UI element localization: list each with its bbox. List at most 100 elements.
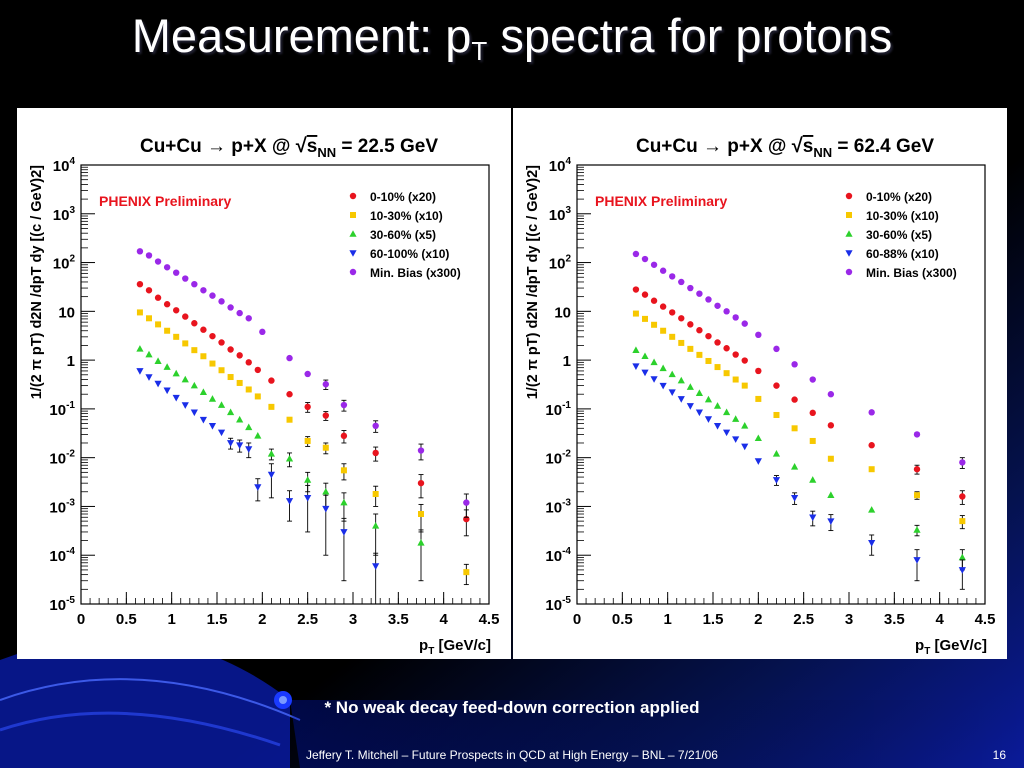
legend-entry: Min. Bias (x300) xyxy=(866,266,957,280)
data-point xyxy=(659,267,667,274)
data-point xyxy=(678,339,685,346)
data-point xyxy=(650,358,658,366)
y-tick-label: 102 xyxy=(549,254,572,273)
legend-entry: Min. Bias (x300) xyxy=(370,266,461,280)
data-point xyxy=(181,375,189,383)
data-point xyxy=(218,298,225,305)
spectra-chart-62gev: Cu+Cu → p+X @ √sNN = 62.4 GeV PHENIX Prel… xyxy=(525,135,995,657)
data-point xyxy=(914,492,920,499)
data-point xyxy=(650,376,658,383)
legend-entry: 10-30% (x10) xyxy=(866,209,939,223)
data-point xyxy=(754,434,762,442)
data-point xyxy=(632,286,640,293)
data-point xyxy=(172,394,180,402)
data-point xyxy=(191,320,198,327)
y-tick-label: 104 xyxy=(549,156,572,175)
data-point xyxy=(236,379,243,386)
data-point xyxy=(632,250,640,258)
data-point xyxy=(741,357,748,364)
data-point xyxy=(827,491,835,499)
data-point xyxy=(182,275,189,282)
data-point xyxy=(755,367,762,375)
data-point xyxy=(227,374,234,381)
data-point xyxy=(182,313,189,320)
legend-entry: 10-30% (x10) xyxy=(370,209,443,223)
data-point xyxy=(322,381,329,388)
data-point xyxy=(154,294,162,301)
data-point xyxy=(163,363,171,370)
y-tick-label: 1 xyxy=(563,353,571,370)
data-point xyxy=(772,477,781,484)
data-point xyxy=(723,345,730,352)
y-tick-label: 103 xyxy=(53,205,76,224)
data-point xyxy=(959,459,966,466)
y-tick-label: 10-4 xyxy=(49,546,75,565)
y-tick-label: 104 xyxy=(53,156,76,175)
legend-entry: 60-100% (x10) xyxy=(370,247,449,261)
data-point xyxy=(245,446,253,453)
data-point xyxy=(714,339,721,346)
data-point xyxy=(827,422,835,429)
legend-marker xyxy=(846,212,852,218)
data-point xyxy=(641,291,649,298)
data-point xyxy=(145,350,153,358)
y-axis-label: 1/(2 π pT) d2N /dpT dy [(c / GeV)2] xyxy=(29,165,45,399)
data-point xyxy=(741,382,748,389)
series-0 xyxy=(136,280,470,537)
data-point xyxy=(145,374,153,381)
data-point xyxy=(791,495,799,502)
data-point xyxy=(218,339,225,346)
data-point xyxy=(959,518,966,525)
data-point xyxy=(791,361,798,368)
data-point xyxy=(136,345,144,352)
y-tick-label: 10-5 xyxy=(49,595,75,614)
data-point xyxy=(286,354,293,362)
y-tick-label: 103 xyxy=(549,205,572,224)
data-point xyxy=(705,357,712,364)
data-point xyxy=(913,466,921,473)
data-point xyxy=(304,370,311,378)
data-point xyxy=(868,506,876,513)
x-tick-label: 1.5 xyxy=(703,611,724,628)
data-point xyxy=(245,386,252,393)
x-tick-label: 4 xyxy=(935,611,944,628)
data-point xyxy=(791,462,799,470)
legend-marker xyxy=(349,192,357,200)
y-tick-label: 10-2 xyxy=(49,449,75,468)
page-number: 16 xyxy=(992,748,1006,762)
data-point xyxy=(723,370,730,377)
x-tick-label: 1 xyxy=(167,611,175,628)
data-point xyxy=(696,351,703,358)
y-tick-label: 10-1 xyxy=(545,400,571,419)
data-point xyxy=(145,287,153,294)
preliminary-label: PHENIX Preliminary xyxy=(595,193,727,209)
data-point xyxy=(705,332,712,340)
chart-title: Cu+Cu → p+X @ √sNN = 62.4 GeV xyxy=(636,135,934,160)
legend-marker xyxy=(349,230,357,237)
data-point xyxy=(714,302,721,309)
data-point xyxy=(773,411,780,418)
data-point xyxy=(659,382,667,390)
data-point xyxy=(190,381,198,389)
legend-entry: 60-88% (x10) xyxy=(866,247,939,261)
data-point xyxy=(669,333,676,340)
data-point xyxy=(958,553,966,561)
data-point xyxy=(217,401,226,408)
data-point xyxy=(772,450,781,457)
data-point xyxy=(632,310,639,317)
data-point xyxy=(200,353,207,360)
data-point xyxy=(678,315,685,322)
legend-entry: 0-10% (x20) xyxy=(370,190,436,204)
data-point xyxy=(304,403,311,411)
data-point xyxy=(200,287,207,294)
data-point xyxy=(732,314,739,321)
data-point xyxy=(218,367,225,374)
data-point xyxy=(145,252,153,259)
data-point xyxy=(164,327,171,334)
x-tick-label: 4 xyxy=(439,611,448,628)
legend-marker xyxy=(845,250,853,257)
data-point xyxy=(723,408,731,416)
x-tick-label: 0 xyxy=(77,611,85,628)
y-tick-label: 10-5 xyxy=(545,595,571,614)
data-point xyxy=(651,321,658,328)
